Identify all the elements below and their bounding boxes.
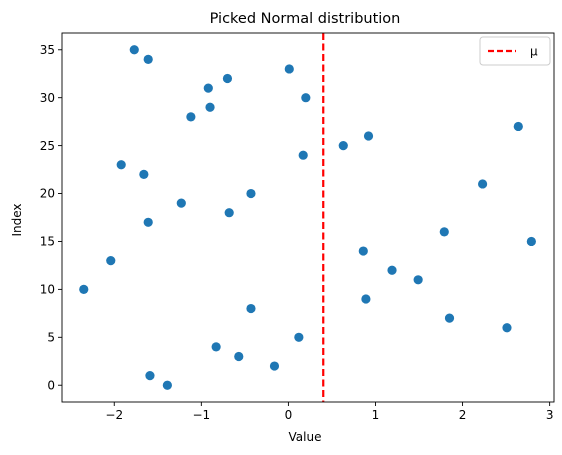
data-point-31 xyxy=(203,83,213,93)
data-point-14 xyxy=(358,246,368,256)
x-axis-ticks: −2 −1 0 1 2 3 xyxy=(105,402,553,422)
data-point-13 xyxy=(106,256,116,266)
data-point-34 xyxy=(143,54,153,64)
y-axis-title: Index xyxy=(10,203,24,236)
data-point-1 xyxy=(145,371,155,381)
y-tick-label: 10 xyxy=(40,283,55,297)
data-point-8 xyxy=(246,303,256,314)
y-axis-ticks: 0 5 10 15 20 25 30 35 xyxy=(40,43,62,392)
data-point-0 xyxy=(162,380,172,390)
data-point-17 xyxy=(143,217,153,227)
legend: μ xyxy=(479,36,551,66)
y-tick-label: 25 xyxy=(40,139,55,153)
chart-title: Picked Normal distribution xyxy=(210,11,401,27)
data-point-15 xyxy=(526,236,536,247)
data-point-24 xyxy=(298,150,308,160)
data-point-29 xyxy=(205,102,215,112)
y-tick-label: 5 xyxy=(47,331,55,345)
data-point-33 xyxy=(284,64,294,74)
data-point-2 xyxy=(269,361,280,371)
data-point-27 xyxy=(513,121,523,132)
data-point-3 xyxy=(234,351,244,362)
x-tick-label: 0 xyxy=(285,408,293,422)
y-tick-label: 30 xyxy=(40,91,55,105)
data-point-32 xyxy=(222,73,233,84)
y-tick-label: 20 xyxy=(40,187,55,201)
legend-label-mean: μ xyxy=(530,45,538,59)
x-axis-title: Value xyxy=(289,430,322,444)
data-point-21 xyxy=(477,179,488,189)
data-point-5 xyxy=(294,332,304,342)
data-point-18 xyxy=(224,208,234,218)
x-tick-label: 2 xyxy=(459,408,467,422)
data-point-28 xyxy=(186,112,196,122)
data-point-12 xyxy=(387,265,397,275)
data-point-4 xyxy=(211,342,221,352)
data-point-6 xyxy=(502,323,512,333)
plot-area-frame xyxy=(61,32,555,403)
data-point-30 xyxy=(301,93,311,103)
data-point-35 xyxy=(129,45,139,55)
data-point-11 xyxy=(413,275,423,285)
data-points xyxy=(79,45,536,390)
x-tick-label: −1 xyxy=(192,408,210,422)
data-point-10 xyxy=(79,284,89,294)
data-point-19 xyxy=(176,198,186,208)
y-tick-label: 0 xyxy=(47,378,55,392)
x-tick-label: −2 xyxy=(105,408,123,422)
data-point-20 xyxy=(246,188,256,199)
data-point-22 xyxy=(139,169,149,179)
data-point-26 xyxy=(363,131,374,141)
y-tick-label: 15 xyxy=(40,235,55,249)
data-point-7 xyxy=(444,313,455,323)
data-point-25 xyxy=(338,141,348,151)
data-point-9 xyxy=(361,294,371,304)
y-tick-label: 35 xyxy=(40,43,55,57)
x-tick-label: 1 xyxy=(372,408,380,422)
x-tick-label: 3 xyxy=(546,408,554,422)
data-point-16 xyxy=(439,227,449,237)
data-point-23 xyxy=(116,160,126,170)
